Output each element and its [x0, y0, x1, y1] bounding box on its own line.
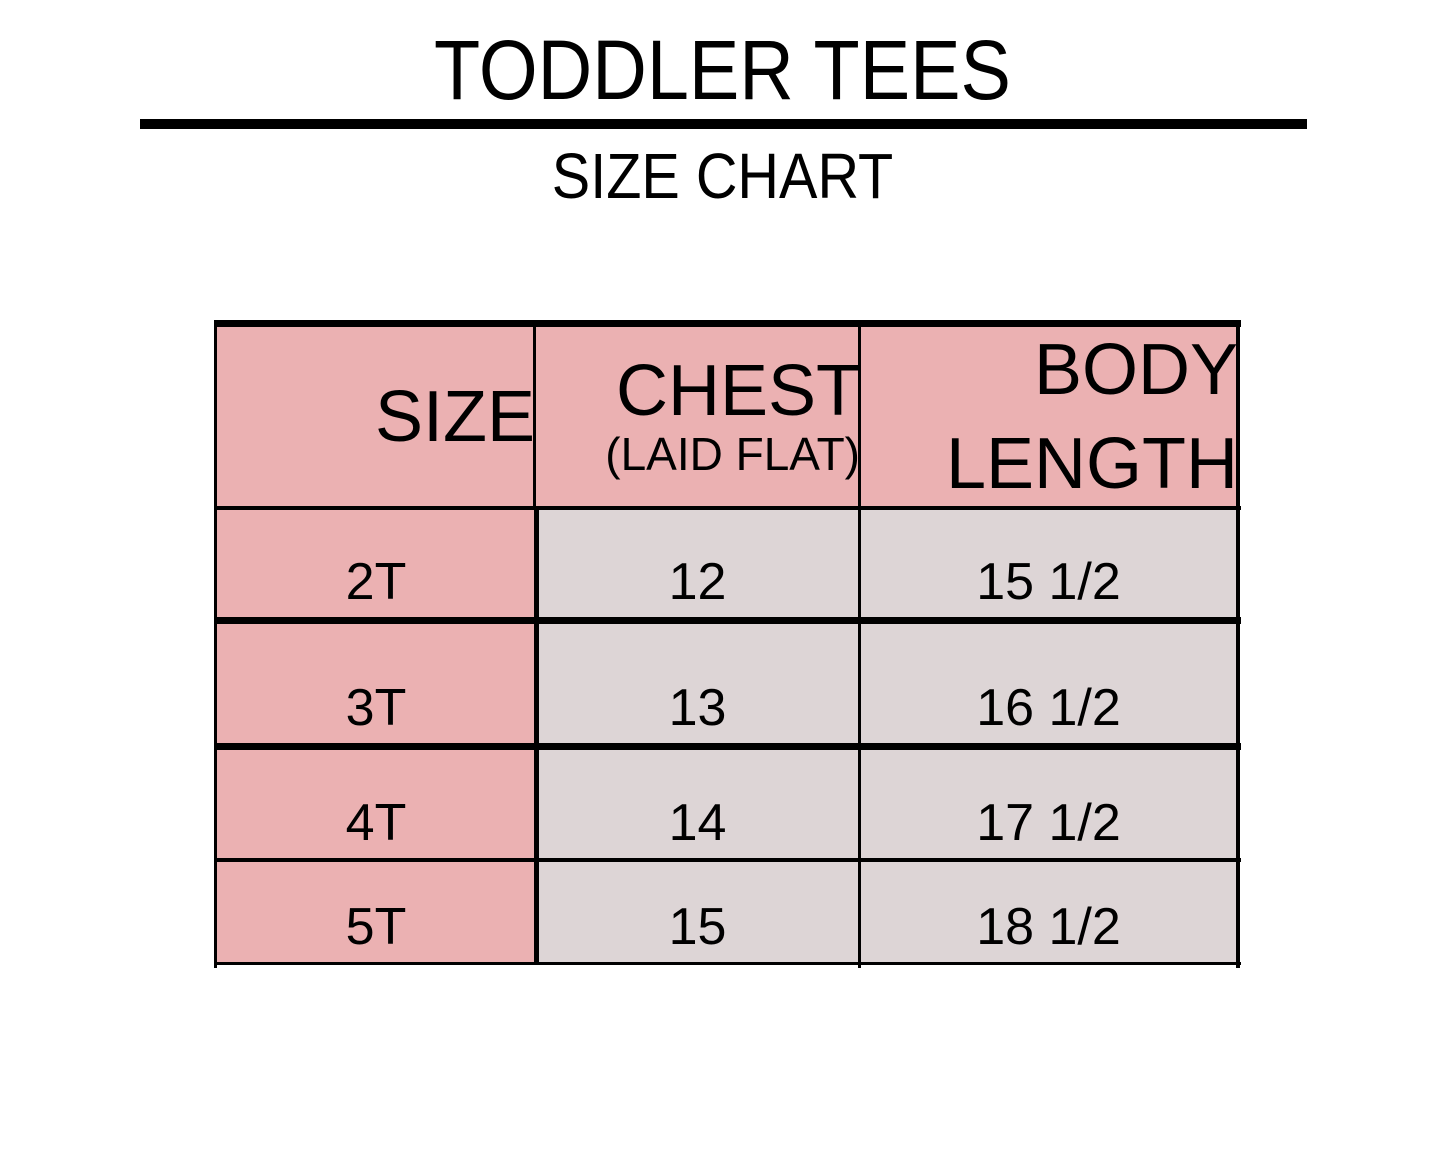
header-size-label: SIZE	[374, 377, 535, 457]
header-chest-label: CHEST	[615, 351, 860, 431]
table-cell-chest: 13	[536, 624, 859, 743]
column-divider	[534, 508, 539, 965]
column-divider	[214, 320, 217, 968]
column-divider	[1236, 320, 1240, 968]
row-divider	[215, 858, 1241, 862]
header-size: SIZE	[217, 326, 535, 508]
table-cell-body-length: 17 1/2	[860, 750, 1237, 858]
table-cell-body-length: 18 1/2	[860, 862, 1237, 962]
table-cell-size: 2T	[217, 510, 535, 617]
table-cell-size: 4T	[217, 750, 535, 858]
header-body-length-line2: LENGTH	[945, 424, 1238, 504]
table-cell-size: 5T	[217, 862, 535, 962]
row-divider	[215, 617, 1241, 624]
header-chest: CHEST (LAID FLAT)	[535, 326, 860, 508]
table-top-border	[215, 320, 1241, 327]
row-divider	[215, 743, 1241, 750]
table-cell-chest: 15	[536, 862, 859, 962]
header-chest-note: (LAID FLAT)	[605, 428, 860, 480]
page-subtitle: SIZE CHART	[551, 140, 894, 212]
table-cell-chest: 12	[536, 510, 859, 617]
table-cell-chest: 14	[536, 750, 859, 858]
page-title: TODDLER TEES	[434, 23, 1011, 117]
table-cell-size: 3T	[217, 624, 535, 743]
title-divider	[140, 119, 1307, 129]
header-body-length: BODY LENGTH	[860, 326, 1238, 508]
table-cell-body-length: 15 1/2	[860, 510, 1237, 617]
column-divider	[533, 320, 536, 510]
table-bottom-border	[215, 962, 1241, 965]
column-divider	[858, 320, 861, 968]
header-body-length-line1: BODY	[1033, 330, 1238, 410]
row-divider	[215, 506, 1241, 510]
table-cell-body-length: 16 1/2	[860, 624, 1237, 743]
